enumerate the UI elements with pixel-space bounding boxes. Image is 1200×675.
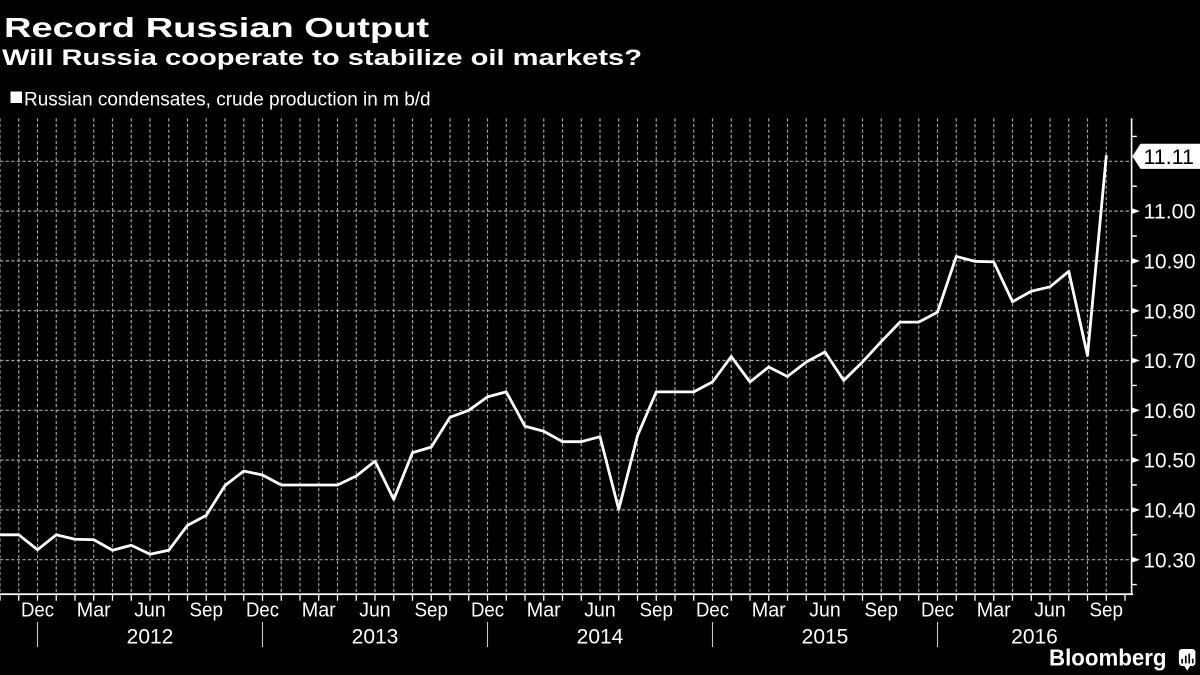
- svg-text:Dec: Dec: [471, 599, 504, 622]
- svg-text:Sep: Sep: [865, 599, 899, 622]
- svg-text:2013: 2013: [352, 626, 399, 649]
- svg-text:Mar: Mar: [527, 599, 561, 622]
- svg-text:Sep: Sep: [415, 599, 449, 622]
- svg-text:Jun: Jun: [359, 599, 391, 622]
- svg-text:Sep: Sep: [190, 599, 224, 622]
- svg-text:10.80: 10.80: [1144, 299, 1196, 323]
- svg-text:2012: 2012: [127, 626, 174, 649]
- svg-text:Sep: Sep: [640, 599, 674, 622]
- svg-text:Jun: Jun: [134, 599, 166, 622]
- svg-text:Dec: Dec: [246, 599, 279, 622]
- svg-text:10.40: 10.40: [1144, 499, 1196, 523]
- svg-text:Mar: Mar: [977, 599, 1011, 622]
- svg-text:Dec: Dec: [696, 599, 729, 622]
- svg-text:Mar: Mar: [752, 599, 786, 622]
- svg-text:Jun: Jun: [584, 599, 616, 622]
- svg-text:Dec: Dec: [21, 599, 54, 622]
- svg-text:Russian condensates, crude pro: Russian condensates, crude production in…: [24, 90, 431, 111]
- svg-text:11.11: 11.11: [1144, 145, 1194, 169]
- svg-text:2015: 2015: [802, 626, 849, 649]
- svg-text:Will Russia cooperate to stabi: Will Russia cooperate to stabilize oil m…: [2, 45, 642, 70]
- svg-text:Jun: Jun: [1034, 599, 1066, 622]
- svg-text:Sep: Sep: [1090, 599, 1124, 622]
- svg-text:10.70: 10.70: [1144, 349, 1196, 373]
- svg-text:Mar: Mar: [77, 599, 111, 622]
- svg-text:2016: 2016: [1011, 626, 1058, 649]
- svg-text:Dec: Dec: [921, 599, 954, 622]
- svg-text:10.90: 10.90: [1144, 250, 1196, 274]
- svg-text:Jun: Jun: [809, 599, 841, 622]
- svg-text:2014: 2014: [577, 626, 624, 649]
- svg-text:11.00: 11.00: [1144, 200, 1196, 224]
- svg-text:10.60: 10.60: [1144, 399, 1196, 423]
- svg-text:10.30: 10.30: [1144, 548, 1196, 572]
- svg-text:Mar: Mar: [302, 599, 336, 622]
- svg-text:10.50: 10.50: [1144, 449, 1196, 473]
- svg-text:Record Russian Output: Record Russian Output: [4, 12, 429, 43]
- svg-text:Bloomberg: Bloomberg: [1049, 644, 1167, 670]
